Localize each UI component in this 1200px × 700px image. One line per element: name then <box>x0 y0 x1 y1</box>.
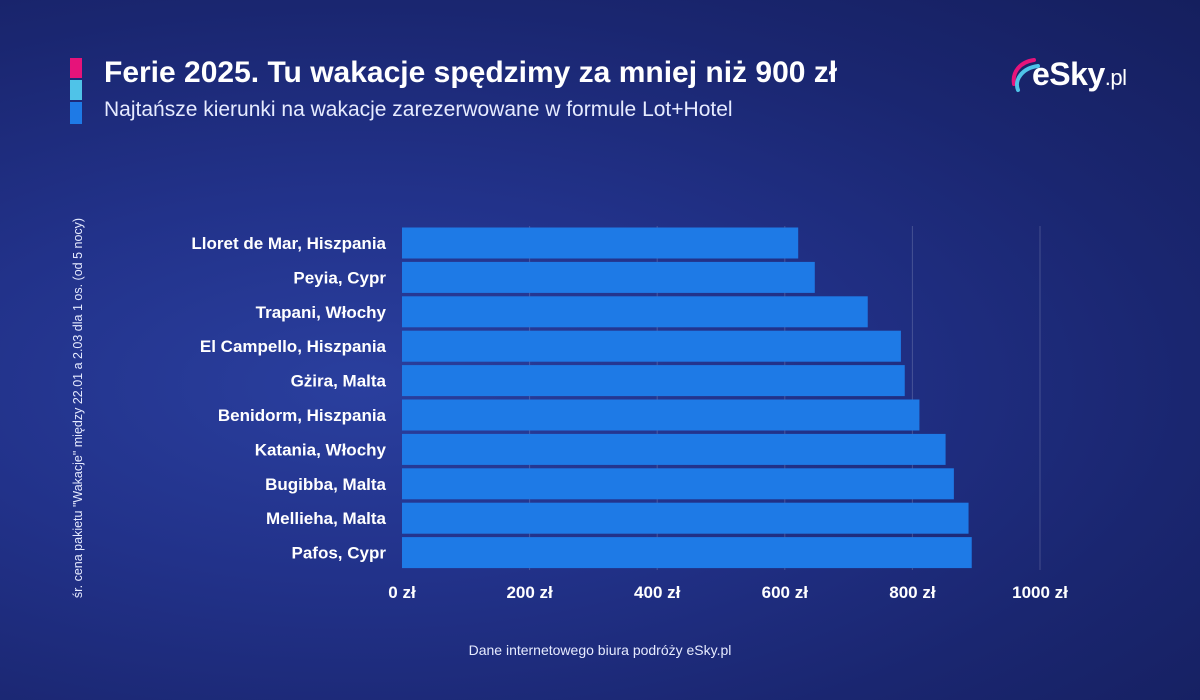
x-tick-label: 400 zł <box>634 583 681 602</box>
bar <box>402 227 799 259</box>
accent-blue <box>70 102 82 124</box>
x-tick-label: 800 zł <box>889 583 936 602</box>
x-tick-label: 1000 zł <box>1012 583 1068 602</box>
bar <box>402 537 972 569</box>
category-label: Trapani, Włochy <box>256 303 387 322</box>
chart-title: Ferie 2025. Tu wakacje spędzimy za mniej… <box>104 56 838 89</box>
accent-cyan <box>70 80 82 100</box>
source-note: Dane internetowego biura podróży eSky.pl <box>468 642 732 658</box>
esky-logo-suffix: .pl <box>1104 65 1127 90</box>
chart-subtitle: Najtańsze kierunki na wakacje zarezerwow… <box>104 98 733 121</box>
esky-logo-text: eSky.pl <box>1032 56 1127 93</box>
bar <box>402 399 920 431</box>
bar <box>402 502 969 534</box>
category-label: Gżira, Malta <box>291 372 387 391</box>
x-tick-label: 600 zł <box>762 583 809 602</box>
bar <box>402 330 901 362</box>
category-label: Lloret de Mar, Hiszpania <box>191 234 386 253</box>
bar <box>402 365 905 397</box>
category-label: Peyia, Cypr <box>293 268 386 287</box>
bar <box>402 468 954 500</box>
bar <box>402 261 815 293</box>
esky-logo: eSky.pl <box>1010 52 1150 102</box>
esky-logo-main: eSky <box>1032 56 1105 92</box>
accent-pink <box>70 58 82 78</box>
category-label: Pafos, Cypr <box>292 544 387 563</box>
category-label: Katania, Włochy <box>255 440 387 459</box>
category-label: Bugibba, Malta <box>265 475 386 494</box>
bar <box>402 433 946 465</box>
category-label: El Campello, Hiszpania <box>200 337 387 356</box>
category-label: Mellieha, Malta <box>266 509 387 528</box>
category-label: Benidorm, Hiszpania <box>218 406 387 425</box>
x-tick-label: 0 zł <box>388 583 416 602</box>
bar <box>402 296 868 328</box>
esky-logo-swoosh-icon <box>1011 58 1040 92</box>
x-tick-label: 200 zł <box>506 583 553 602</box>
